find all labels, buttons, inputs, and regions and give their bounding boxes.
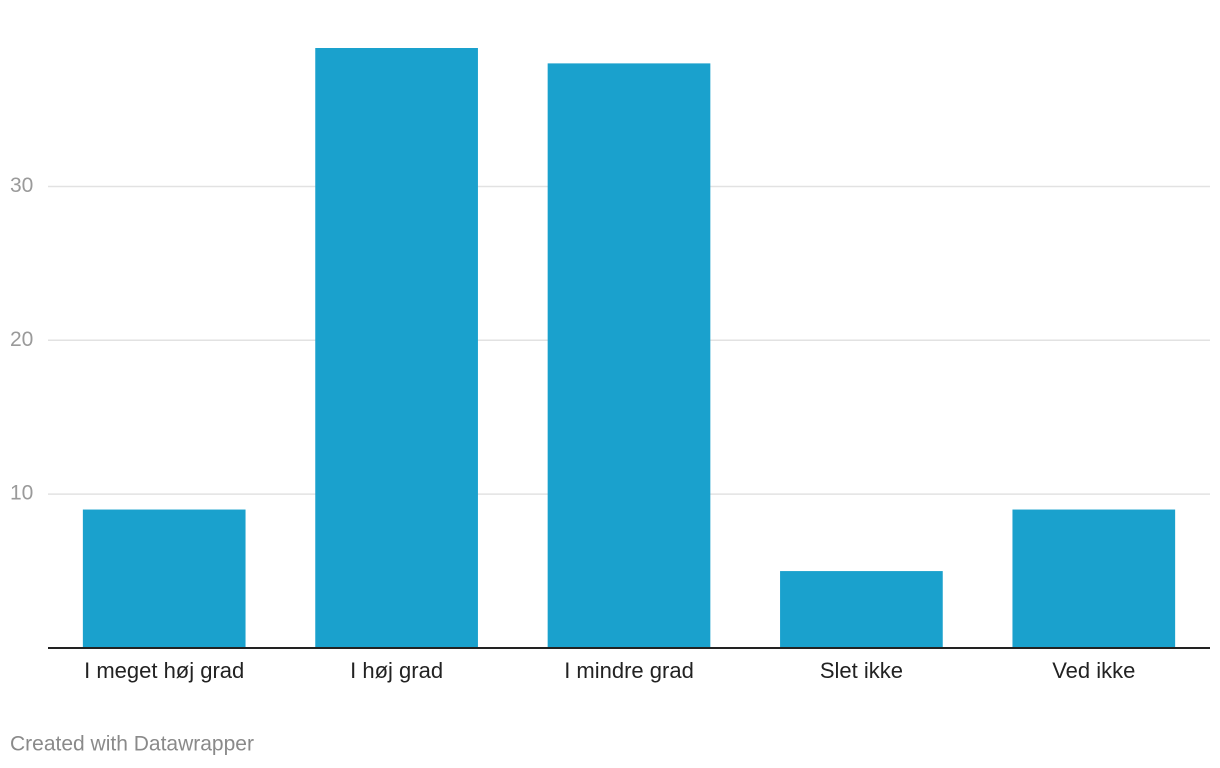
x-tick-label: I meget høj grad <box>84 658 244 683</box>
bar <box>315 48 478 648</box>
x-tick-label: I mindre grad <box>564 658 694 683</box>
credit: Created with Datawrapper <box>10 733 254 756</box>
x-tick-label: I høj grad <box>350 658 443 683</box>
y-tick-label: 30 <box>10 174 33 197</box>
bar <box>547 63 711 648</box>
bar <box>82 509 246 648</box>
x-tick-label: Slet ikke <box>820 658 903 683</box>
bar <box>780 571 943 648</box>
bar <box>1012 509 1176 648</box>
y-tick-label: 20 <box>10 328 33 351</box>
x-tick-label: Ved ikke <box>1052 658 1135 683</box>
y-tick-label: 10 <box>10 482 33 505</box>
